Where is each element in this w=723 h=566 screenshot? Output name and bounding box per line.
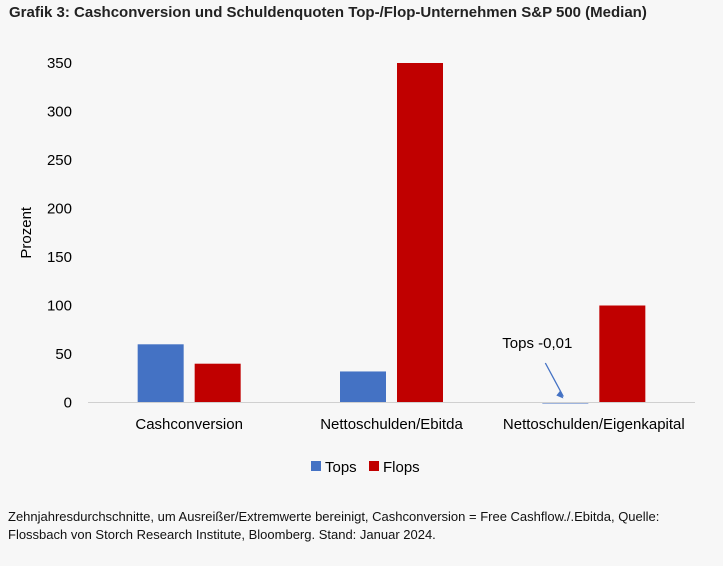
x-category-label: Nettoschulden/Ebitda — [320, 416, 463, 433]
bar-tops-1 — [137, 344, 184, 403]
y-tick-label: 150 — [47, 249, 72, 266]
bar-flops-1 — [194, 363, 241, 403]
y-tick-label: 350 — [47, 55, 72, 72]
legend-swatch-tops — [311, 461, 321, 471]
x-category-label: Nettoschulden/Eigenkapital — [503, 416, 685, 433]
footnote: Zehnjahresdurchschnitte, um Ausreißer/Ex… — [8, 508, 713, 544]
y-axis-label: Prozent — [18, 206, 35, 259]
annotation-label: Tops -0,01 — [502, 335, 572, 352]
y-tick-label: 200 — [47, 201, 72, 218]
bar-flops-3 — [599, 305, 646, 403]
y-tick-label: 0 — [64, 395, 72, 412]
y-tick-label: 50 — [55, 346, 72, 363]
bar-tops-2 — [340, 371, 386, 403]
legend-label-tops: Tops — [325, 459, 357, 476]
x-category-label: Cashconversion — [135, 416, 243, 433]
legend-swatch-flops — [369, 461, 379, 471]
footnote-line-1: Zehnjahresdurchschnitte, um Ausreißer/Ex… — [8, 509, 660, 524]
y-tick-label: 300 — [47, 104, 72, 121]
bar-flops-2 — [397, 63, 443, 403]
chart-title: Grafik 3: Cashconversion und Schuldenquo… — [9, 4, 647, 21]
bar-chart: Prozent 0 50 100 150 200 250 300 350 Cashconver… — [18, 55, 695, 476]
footnote-line-2: Flossbach von Storch Research Institute,… — [8, 527, 436, 542]
y-tick-label: 250 — [47, 152, 72, 169]
legend-label-flops: Flops — [383, 459, 420, 476]
annotation-arrow-head — [556, 390, 564, 399]
y-tick-label: 100 — [47, 298, 72, 315]
